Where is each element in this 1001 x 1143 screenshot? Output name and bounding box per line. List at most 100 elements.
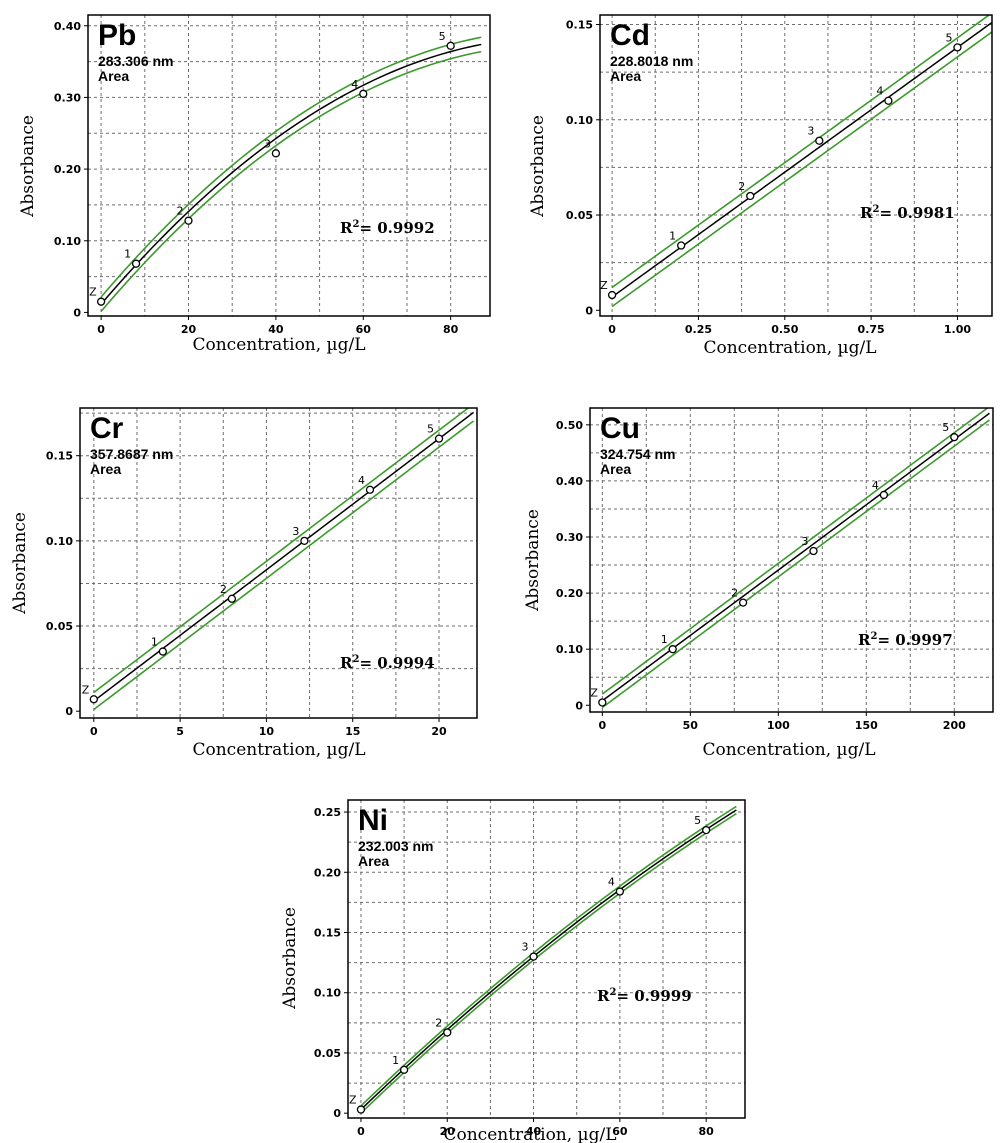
y-tick-label: 0.05	[314, 1047, 341, 1060]
plot-area	[88, 15, 490, 316]
chart-ni: Z 1 2 3 4 5 0 20 40 60 80 0 0.05 0.10 0.15 0.20 0.25 Conc…	[280, 799, 746, 1143]
point-label: 3	[264, 137, 271, 150]
calibration-point-z	[89, 695, 98, 704]
calibration-point-2	[443, 1028, 452, 1037]
y-tick-label: 0.40	[556, 475, 583, 488]
calibration-point-4	[884, 96, 893, 105]
confidence-lower-line	[100, 50, 482, 312]
y-tick-label: 0.05	[566, 209, 593, 222]
x-tick-label: 20	[181, 323, 197, 336]
x-tick-label: 0.75	[858, 323, 885, 336]
point-label: 5	[942, 421, 949, 434]
y-tick-label: 0.50	[556, 419, 583, 432]
calibration-point-z	[356, 1105, 366, 1114]
x-tick-label: 80	[699, 1125, 715, 1138]
point-label: 1	[669, 230, 676, 243]
point-label: 3	[522, 941, 529, 954]
wavelength-label: 357.8687 nm	[90, 446, 173, 462]
confidence-upper-line	[93, 408, 470, 694]
point-label: 4	[608, 876, 615, 889]
calibration-point-1	[399, 1065, 409, 1074]
x-axis-label: Concentration, µg/L	[443, 1125, 616, 1143]
calibration-point-2	[746, 191, 755, 201]
x-tick-label: 0	[608, 323, 616, 336]
point-label: 2	[738, 180, 745, 193]
element-title: Cr	[90, 412, 124, 445]
y-tick-label: 0	[65, 705, 73, 718]
r-squared-label: R2= 0.9981	[860, 204, 955, 222]
point-label: 3	[292, 525, 299, 538]
x-tick-label: 10	[259, 725, 275, 738]
y-axis-label: Absorbance	[523, 509, 543, 612]
y-tick-label: 0.40	[54, 20, 81, 33]
calibration-point-2	[184, 216, 193, 225]
confidence-lower-line	[611, 31, 992, 308]
x-tick-label: 0.50	[771, 323, 798, 336]
confidence-lower-line	[360, 812, 737, 1114]
point-label: 2	[731, 587, 738, 600]
confidence-lower-line	[601, 419, 990, 709]
y-tick-label: 0.20	[54, 163, 81, 176]
point-label: 1	[151, 636, 158, 649]
chart-cd: Z 1 2 3 4 5 0 0.25 0.50 0.75 1.00 0 0.05 0.10 0.15 Conc…	[528, 14, 993, 358]
point-label: Z	[82, 683, 90, 696]
fit-line	[601, 412, 990, 702]
plot-frame	[79, 407, 478, 719]
y-tick-label: 0.15	[46, 450, 73, 463]
wavelength-label: 228.8018 nm	[610, 53, 693, 69]
x-tick-label: 0	[90, 725, 98, 738]
r-squared-label: R2= 0.9992	[340, 219, 435, 237]
point-label: 5	[945, 31, 952, 44]
x-axis-label: Concentration, µg/L	[192, 740, 365, 760]
x-tick-label: 60	[356, 323, 372, 336]
calibration-point-2	[227, 594, 237, 603]
x-tick-label: 60	[612, 1125, 628, 1138]
wavelength-label: 232.003 nm	[358, 838, 434, 854]
r-squared-label: R2= 0.9999	[597, 987, 692, 1005]
point-label: 4	[351, 78, 358, 91]
x-tick-label: 20	[440, 1125, 456, 1138]
y-axis-label: Absorbance	[18, 115, 38, 218]
element-title: Cu	[600, 412, 640, 445]
y-tick-label: 0	[575, 699, 583, 712]
y-tick-label: 0.10	[566, 114, 593, 127]
x-tick-label: 15	[345, 725, 360, 738]
calibration-point-5	[434, 434, 444, 443]
confidence-lower-line	[93, 420, 475, 711]
calibration-point-5	[950, 433, 959, 442]
x-tick-label: 40	[268, 323, 284, 336]
y-tick-label: 0.20	[556, 587, 583, 600]
mode-label: Area	[90, 461, 121, 477]
confidence-upper-line	[360, 805, 737, 1107]
calibration-point-z	[96, 297, 106, 306]
x-tick-label: 0	[357, 1125, 365, 1138]
point-label: 3	[807, 125, 814, 138]
point-label: Z	[349, 1094, 357, 1107]
wavelength-label: 283.306 nm	[98, 53, 174, 69]
x-tick-label: 0	[598, 719, 606, 732]
x-tick-label: 0	[97, 323, 105, 336]
element-title: Ni	[358, 804, 388, 837]
point-label: 5	[439, 30, 446, 43]
calibration-point-z	[598, 698, 607, 707]
point-label: Z	[600, 279, 608, 292]
plot-area	[348, 800, 745, 1118]
y-tick-label: 0.10	[54, 235, 81, 248]
x-tick-label: 20	[431, 725, 447, 738]
r-squared-label: R2= 0.9994	[340, 654, 435, 672]
confidence-upper-line	[601, 408, 989, 695]
point-label: 4	[872, 479, 879, 492]
mode-label: Area	[98, 68, 129, 84]
chart-pb: Z 1 2 3 4 5 0 20 40 60 80 0 0.10 0.20 0.30 0.40 Concentr…	[18, 14, 491, 355]
fit-line	[93, 411, 475, 702]
y-tick-label: 0.25	[314, 806, 341, 819]
wavelength-label: 324.754 nm	[600, 446, 676, 462]
x-tick-label: 80	[443, 323, 459, 336]
point-label: 1	[661, 633, 668, 646]
x-tick-label: 40	[526, 1125, 542, 1138]
grid	[80, 408, 477, 718]
calibration-point-4	[365, 485, 375, 494]
x-tick-label: 150	[855, 719, 878, 732]
calibration-point-3	[529, 952, 538, 961]
calibration-point-5	[446, 41, 455, 50]
